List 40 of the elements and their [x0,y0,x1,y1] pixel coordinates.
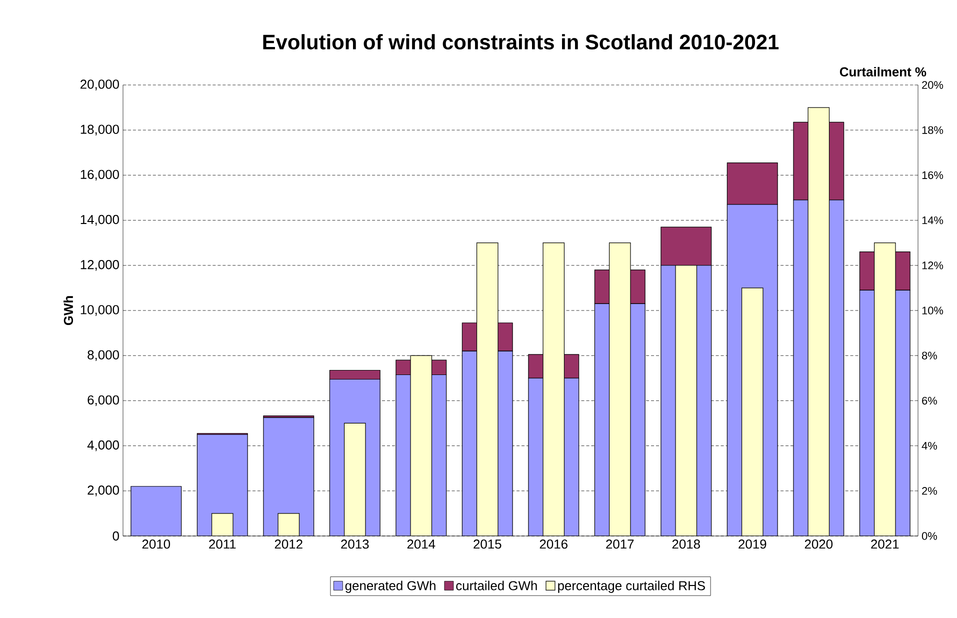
y-tick-label: 18,000 [80,124,119,136]
y-tick-label: 16,000 [80,170,119,181]
y-tick-label: 20,000 [80,80,119,90]
y2-tick-label: 2% [922,487,937,495]
y2-tick-label: 14% [922,216,944,224]
y2-tick-label: 12% [922,262,944,270]
y-tick-label: 12,000 [80,260,119,271]
x-tick-label: 2020 [804,540,833,549]
y2-tick-label: 4% [922,442,937,450]
y-tick-label: 10,000 [80,305,119,316]
y-tick-label: 8,000 [88,350,119,361]
x-tick-label: 2013 [341,540,369,549]
x-tick-label: 2011 [209,540,236,549]
legend-label: generated GWh [345,580,436,593]
x-tick-label: 2015 [474,540,502,549]
y2-tick-label: 6% [922,396,937,405]
y-tick-label: 0 [112,531,119,541]
x-tick-label: 2019 [738,540,766,549]
y-axis-title: GWh [64,296,74,326]
x-tick-label: 2012 [274,540,302,549]
x-tick-label: 2016 [540,540,568,549]
y2-tick-label: 20% [922,81,944,89]
x-tick-label: 2018 [672,540,700,549]
legend-label: percentage curtailed RHS [558,580,705,593]
y2-tick-label: 18% [922,126,944,134]
x-tick-label: 2014 [407,540,436,549]
y2-tick-label: 10% [922,306,944,314]
y-tick-label: 2,000 [88,486,119,496]
y-tick-label: 4,000 [87,440,119,452]
y2-tick-label: 8% [922,352,937,360]
y2-tick-label: 16% [922,171,944,180]
x-tick-label: 2010 [142,540,170,549]
y-tick-label: 14,000 [80,214,119,226]
legend-label: curtailed GWh [456,580,537,590]
y-tick-label: 6,000 [88,395,119,406]
chart-title: Evolution of wind constraints in Scotland 2010-2021 [263,34,779,50]
y2-axis-title: Curtailment % [840,66,926,76]
x-tick-label: 2021 [871,540,899,549]
x-tick-label: 2017 [606,540,634,549]
y2-tick-label: 0% [922,532,937,540]
